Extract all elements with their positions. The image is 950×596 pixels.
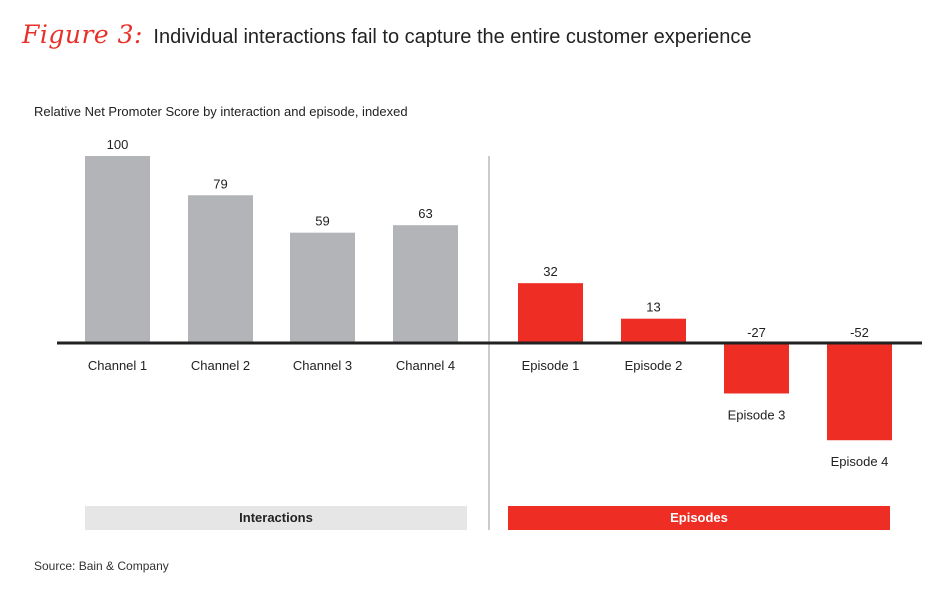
category-label: Episode 3 xyxy=(728,407,786,422)
category-label: Channel 2 xyxy=(191,358,250,373)
episodes-group-label: Episodes xyxy=(508,506,890,530)
bar-channel-3 xyxy=(290,232,355,343)
interactions-group-label: Interactions xyxy=(85,506,467,530)
zero-baseline xyxy=(57,341,922,345)
data-label: 100 xyxy=(107,137,129,152)
data-label: 63 xyxy=(418,206,432,221)
category-label: Channel 4 xyxy=(396,358,455,373)
data-label: -27 xyxy=(747,325,766,340)
source-note: Source: Bain & Company xyxy=(34,559,169,573)
figure-heading: Figure 3: Individual interactions fail t… xyxy=(22,20,752,49)
data-label: -52 xyxy=(850,325,869,340)
category-label: Channel 1 xyxy=(88,358,147,373)
bar-channel-2 xyxy=(188,195,253,343)
bar-episode-2 xyxy=(621,318,686,343)
data-label: 79 xyxy=(213,176,227,191)
bar-episode-3 xyxy=(724,343,789,394)
category-label: Episode 2 xyxy=(625,358,683,373)
data-label: 13 xyxy=(646,300,660,315)
figure-title: Individual interactions fail to capture … xyxy=(153,26,752,48)
category-label: Episode 4 xyxy=(831,454,889,469)
category-label: Channel 3 xyxy=(293,358,352,373)
figure-label: Figure 3: xyxy=(22,20,143,49)
bar-channel-1 xyxy=(85,156,150,343)
category-label: Episode 1 xyxy=(522,358,580,373)
data-label: 32 xyxy=(543,264,557,279)
data-label: 59 xyxy=(315,214,329,229)
chart-title: Relative Net Promoter Score by interacti… xyxy=(34,104,408,119)
bar-episode-1 xyxy=(518,283,583,343)
bar-channel-4 xyxy=(393,225,458,343)
bar-episode-4 xyxy=(827,343,892,441)
